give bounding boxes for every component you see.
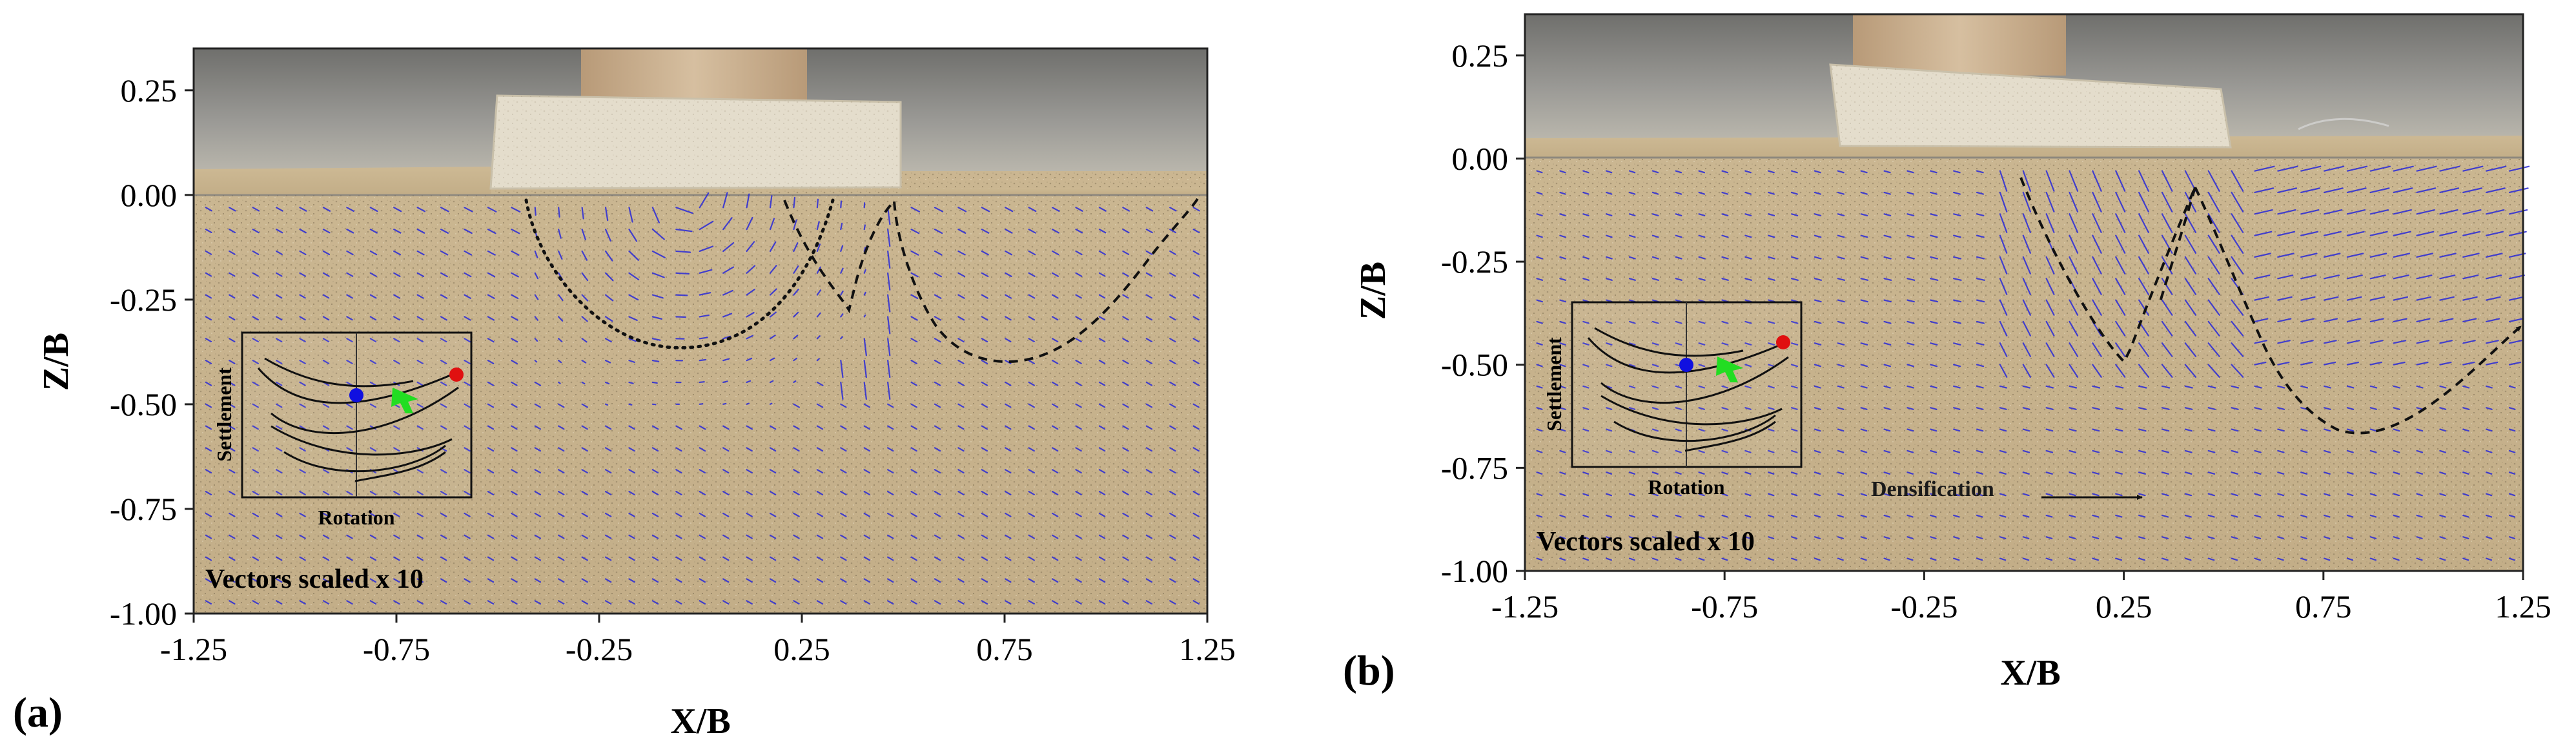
y-tick-label: 0.00 (121, 177, 178, 213)
panel-label-a: (a) (13, 689, 63, 736)
y-tick-label: -0.25 (110, 282, 177, 318)
y-tick-label: -0.50 (110, 386, 177, 422)
displacement-vector (793, 381, 795, 382)
y-axis-label-a: Z/B (36, 333, 76, 391)
x-tick-label: -0.75 (363, 631, 430, 667)
displacement-vector (817, 200, 818, 208)
displacement-vector (535, 207, 536, 215)
displacement-vector (864, 315, 866, 316)
x-tick-label: -0.25 (1890, 588, 1958, 625)
x-tick-label: 1.25 (2495, 588, 2551, 625)
y-tick-label: -1.00 (1441, 553, 1508, 589)
x-tick-label: -1.25 (160, 631, 227, 667)
inset-blue-dot-b (1679, 358, 1693, 372)
inset-red-dot-a (449, 367, 464, 382)
displacement-vector (606, 404, 608, 405)
x-tick-label: 0.25 (773, 631, 830, 667)
y-tick-label: -0.75 (110, 491, 177, 527)
x-tick-label: -0.75 (1691, 588, 1758, 625)
y-axis-label-b: Z/B (1353, 262, 1393, 320)
vectors-scaled-note-b: Vectors scaled x 10 (1537, 527, 1755, 557)
inset-blue-dot-a (349, 388, 363, 402)
y-tick-label: -1.00 (110, 595, 177, 632)
y-tick-label: 0.25 (1452, 37, 1509, 74)
displacement-vector (723, 381, 727, 382)
inset-y-label-a: Settlement (212, 367, 236, 462)
inset-x-label-a: Rotation (318, 506, 394, 529)
x-axis-label-b: X/B (2000, 653, 2060, 693)
displacement-vector (676, 295, 687, 296)
y-tick-label: -0.25 (1441, 243, 1508, 280)
x-tick-label: 1.25 (1179, 631, 1236, 667)
displacement-vector (558, 382, 560, 384)
x-tick-label: -0.25 (566, 631, 633, 667)
inset-red-dot-b (1776, 335, 1790, 349)
densification-label: Densification (1871, 477, 1994, 501)
displacement-vector (629, 404, 631, 405)
y-tick-label: 0.00 (1452, 140, 1509, 176)
inset-y-label-b: Settlement (1542, 337, 1566, 431)
x-axis-label-a: X/B (670, 701, 730, 741)
panel-label-b: (b) (1343, 647, 1395, 694)
displacement-vector (653, 404, 655, 405)
displacement-vector (676, 316, 686, 317)
inset-x-label-b: Rotation (1648, 475, 1724, 499)
y-tick-label: -0.50 (1441, 347, 1508, 383)
x-tick-label: 0.25 (2096, 588, 2152, 625)
displacement-vector (864, 225, 865, 229)
displacement-vector (676, 273, 688, 274)
panel-a: Rotation Settlement Vectors scaled x 10 … (13, 48, 1236, 741)
x-tick-label: 0.75 (2295, 588, 2352, 625)
y-tick-label: -0.75 (1441, 450, 1508, 486)
loading-column-b (1853, 14, 2066, 76)
vectors-scaled-note-a: Vectors scaled x 10 (205, 564, 424, 594)
x-tick-label: 0.75 (976, 631, 1033, 667)
displacement-vector (558, 207, 559, 216)
x-tick-label: -1.25 (1491, 588, 1559, 625)
y-tick-label: 0.25 (121, 72, 178, 109)
panel-b: Rotation Settlement Densification Vector… (1343, 14, 2551, 694)
displacement-vector (653, 382, 657, 383)
